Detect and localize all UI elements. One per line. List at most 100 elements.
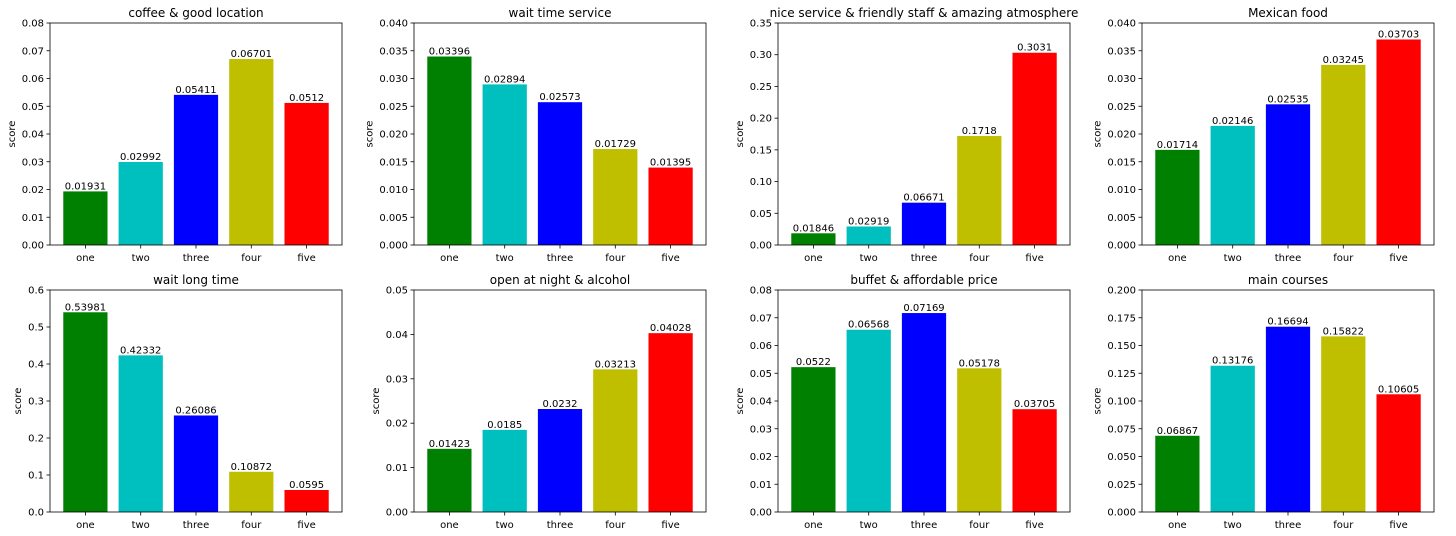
bar-value-label: 0.06867 [1157, 426, 1198, 437]
bar-five [1012, 52, 1057, 245]
y-tick-label: 0.06 [22, 74, 44, 85]
y-tick-label: 0.10 [750, 177, 772, 188]
y-tick-label: 0.02 [386, 419, 408, 430]
x-tick-label: one [76, 520, 95, 531]
bar-value-label: 0.02919 [848, 216, 889, 227]
y-tick-label: 0.1 [28, 471, 44, 482]
x-tick-label: three [1275, 520, 1301, 531]
bar-value-label: 0.06568 [848, 320, 889, 331]
x-tick-label: one [1168, 520, 1187, 531]
bar-three [901, 202, 947, 245]
y-tick-label: 0.000 [1107, 241, 1136, 252]
y-tick-label: 0.05 [22, 102, 44, 113]
x-tick-label: one [76, 253, 95, 264]
y-axis-label: score [1093, 121, 1104, 148]
y-tick-label: 0.08 [22, 19, 44, 30]
bar-value-label: 0.53981 [65, 302, 106, 313]
bar-two [482, 429, 527, 512]
y-tick-label: 0.3 [28, 397, 44, 408]
x-tick-label: two [1224, 520, 1242, 531]
bar-value-label: 0.01729 [595, 139, 636, 150]
y-tick-label: 0.025 [1107, 480, 1136, 491]
chart-title: buffet & affordable price [850, 273, 997, 287]
x-tick-label: three [911, 520, 937, 531]
bar-value-label: 0.03396 [429, 47, 470, 58]
bar-value-label: 0.01846 [793, 223, 834, 234]
bar-four [593, 149, 638, 245]
y-tick-label: 0.2 [28, 434, 44, 445]
y-tick-label: 0.200 [1107, 286, 1136, 297]
y-tick-label: 0.050 [1107, 452, 1136, 463]
y-tick-label: 0.010 [1107, 185, 1136, 196]
bar-one [1155, 435, 1200, 512]
chart-panel-4: Mexican food 0.01714 0.02146 0.02535 0.03245… [1093, 6, 1435, 264]
bar-three [901, 313, 947, 512]
chart-panel-6: open at night & alcohol 0.01423 0.0185 0.02… [371, 273, 707, 531]
y-tick-label: 0.005 [1107, 213, 1136, 224]
x-tick-label: four [1333, 520, 1354, 531]
y-tick-label: 0.01 [22, 213, 44, 224]
x-tick-label: three [911, 253, 937, 264]
bar-three [537, 408, 583, 512]
y-tick-label: 0.05 [750, 209, 772, 220]
y-tick-label: 0.04 [386, 330, 408, 341]
bar-value-label: 0.02992 [120, 152, 161, 163]
chart-title: wait long time [153, 273, 239, 287]
bar-one [427, 448, 472, 512]
bar-value-label: 0.01395 [650, 158, 691, 169]
y-tick-label: 0.025 [1107, 102, 1136, 113]
bar-value-label: 0.01714 [1157, 140, 1198, 151]
y-tick-label: 0.01 [386, 463, 408, 474]
y-tick-label: 0.125 [1107, 369, 1136, 380]
y-tick-label: 0.040 [379, 19, 408, 30]
x-tick-label: five [1025, 253, 1043, 264]
bar-value-label: 0.05178 [959, 358, 1000, 369]
y-tick-label: 0.035 [379, 46, 408, 57]
bar-one [791, 367, 836, 512]
chart-panel-2: wait time service 0.03396 0.02894 0.02573 0.… [365, 6, 707, 264]
y-tick-label: 0.035 [1107, 46, 1136, 57]
chart-title: coffee & good location [128, 6, 263, 20]
y-tick-label: 0.02 [750, 452, 772, 463]
chart-panel-1: coffee & good location 0.01931 0.02992 0.05… [7, 6, 343, 264]
bar-two [1210, 125, 1255, 245]
y-tick-label: 0.015 [379, 157, 408, 168]
bar-two [482, 84, 527, 246]
y-tick-label: 0.03 [750, 424, 772, 435]
chart-title: open at night & alcohol [490, 273, 630, 287]
bar-four [229, 471, 274, 512]
y-axis-label: score [735, 121, 746, 148]
bar-value-label: 0.01931 [65, 181, 106, 192]
bar-value-label: 0.03245 [1323, 55, 1364, 66]
y-tick-label: 0.25 [750, 82, 772, 93]
bar-value-label: 0.42332 [120, 345, 161, 356]
x-tick-label: two [132, 253, 150, 264]
bar-value-label: 0.06701 [231, 49, 272, 60]
x-tick-label: four [241, 520, 262, 531]
bar-value-label: 0.05411 [175, 85, 216, 96]
bar-value-label: 0.03705 [1014, 399, 1055, 410]
bar-value-label: 0.03703 [1378, 29, 1419, 40]
chart-panel-5: wait long time 0.53981 0.42332 0.26086 0.108… [13, 273, 343, 531]
bar-value-label: 0.3031 [1017, 43, 1052, 54]
x-tick-label: two [496, 520, 514, 531]
bar-five [284, 489, 329, 512]
bar-one [791, 233, 836, 245]
bar-four [1321, 64, 1366, 245]
y-tick-label: 0.015 [1107, 157, 1136, 168]
bar-three [173, 94, 219, 245]
bar-value-label: 0.0512 [289, 93, 324, 104]
bar-value-label: 0.07169 [903, 303, 944, 314]
y-tick-label: 0.6 [28, 286, 44, 297]
y-tick-label: 0.000 [1107, 508, 1136, 519]
bar-value-label: 0.0595 [289, 480, 324, 491]
x-tick-label: four [605, 520, 626, 531]
y-tick-label: 0.175 [1107, 313, 1136, 324]
bar-value-label: 0.02146 [1212, 116, 1253, 127]
y-tick-label: 0.4 [28, 360, 44, 371]
bar-four [957, 136, 1002, 245]
bar-one [427, 56, 472, 245]
y-tick-label: 0.07 [22, 46, 44, 57]
bar-value-label: 0.13176 [1212, 356, 1253, 367]
x-tick-label: one [1168, 253, 1187, 264]
